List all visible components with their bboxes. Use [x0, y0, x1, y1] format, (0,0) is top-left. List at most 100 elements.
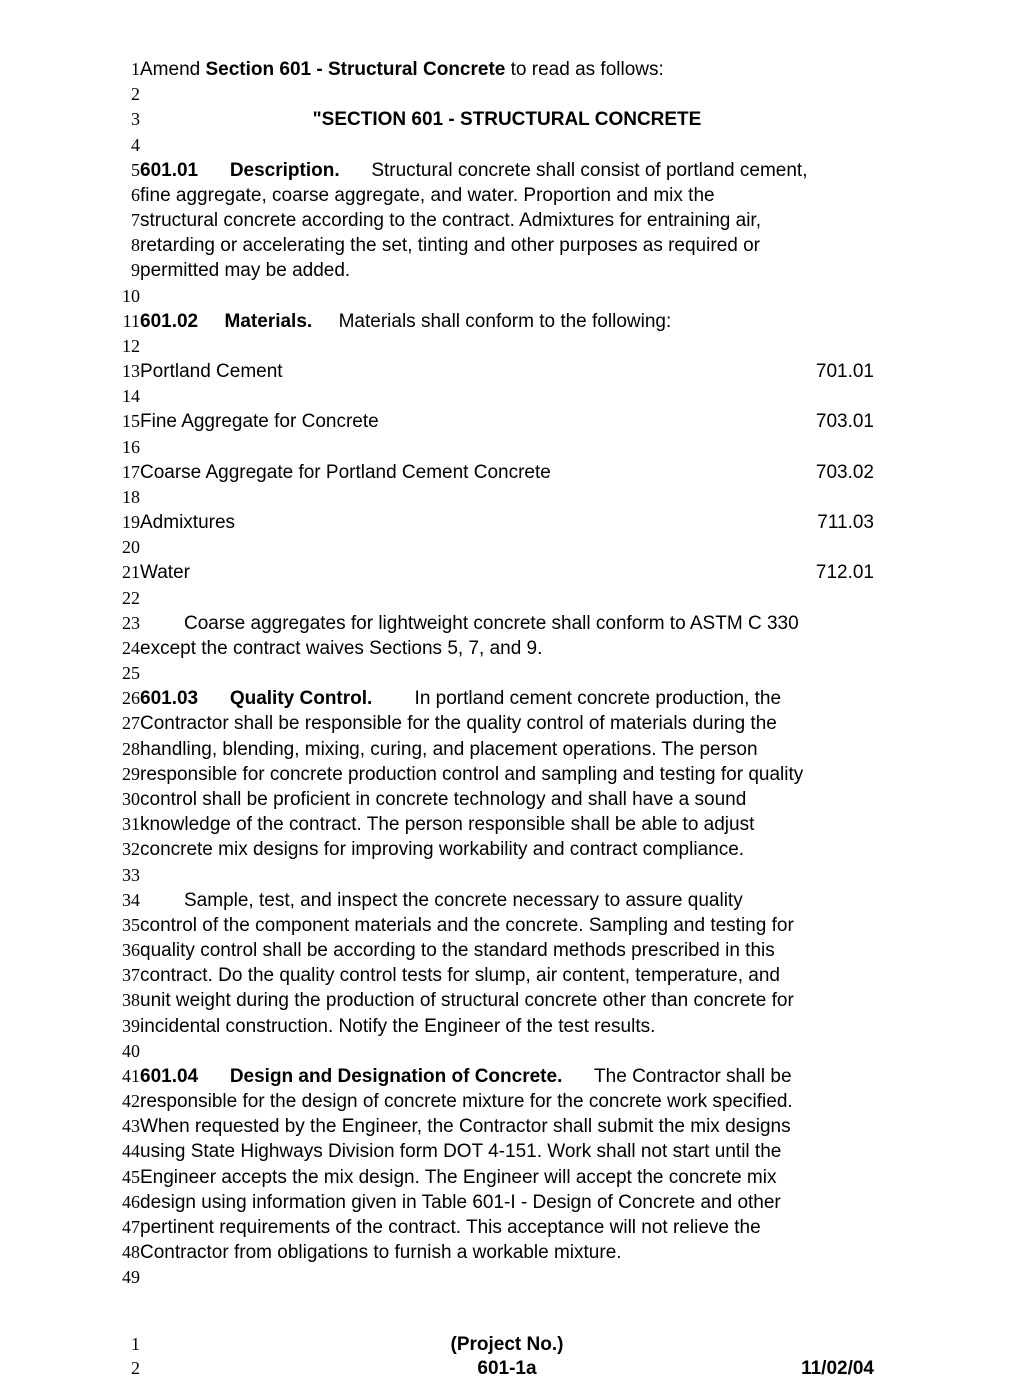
line-number: 32	[116, 839, 140, 861]
line-number: 15	[116, 411, 140, 433]
line-46: 46design using information given in Tabl…	[116, 1191, 874, 1214]
footer: 1 (Project No.) 2 601-1a 11/02/04	[116, 1333, 874, 1379]
line-12: 12	[116, 335, 874, 358]
line-29: 29responsible for concrete production co…	[116, 763, 874, 786]
line-number: 38	[116, 990, 140, 1012]
line-15: 15Fine Aggregate for Concrete703.01	[116, 410, 874, 433]
p601-03: 601.03 Quality Control. In portland ceme…	[140, 687, 874, 710]
line-number: 9	[116, 260, 140, 282]
line-number: 3	[116, 109, 140, 131]
line-37: 37contract. Do the quality control tests…	[116, 964, 874, 987]
line-number: 16	[116, 437, 140, 459]
line-number: 26	[116, 688, 140, 710]
line-number: 49	[116, 1267, 140, 1289]
line-34: 34Sample, test, and inspect the concrete…	[116, 889, 874, 912]
line-22: 22	[116, 587, 874, 610]
line-18: 18	[116, 486, 874, 509]
line-number: 19	[116, 512, 140, 534]
line-number: 8	[116, 235, 140, 257]
line-42: 42responsible for the design of concrete…	[116, 1090, 874, 1113]
line-number: 39	[116, 1016, 140, 1038]
line-number: 27	[116, 713, 140, 735]
line-33: 33	[116, 864, 874, 887]
line-number: 43	[116, 1116, 140, 1138]
line-24: 24except the contract waives Sections 5,…	[116, 637, 874, 660]
line-7: 7structural concrete according to the co…	[116, 209, 874, 232]
line-number: 7	[116, 210, 140, 232]
line-number: 34	[116, 890, 140, 912]
line-13: 13Portland Cement701.01	[116, 360, 874, 383]
line-9: 9permitted may be added.	[116, 259, 874, 282]
line-39: 39incidental construction. Notify the En…	[116, 1015, 874, 1038]
footer-line-1: 1 (Project No.)	[116, 1333, 874, 1356]
line-number: 31	[116, 814, 140, 836]
material-row: Water712.01	[140, 561, 874, 584]
line-36: 36quality control shall be according to …	[116, 939, 874, 962]
line-35: 35control of the component materials and…	[116, 914, 874, 937]
line-30: 30control shall be proficient in concret…	[116, 788, 874, 811]
p601-01: 601.01 Description. Structural concrete …	[140, 159, 874, 182]
line-number: 48	[116, 1242, 140, 1264]
line-31: 31knowledge of the contract. The person …	[116, 813, 874, 836]
line-19: 19Admixtures711.03	[116, 511, 874, 534]
line-47: 47pertinent requirements of the contract…	[116, 1216, 874, 1239]
line-14: 14	[116, 385, 874, 408]
line-40: 40	[116, 1040, 874, 1063]
opening-text: Amend Section 601 - Structural Concrete …	[140, 58, 874, 81]
line-43: 43When requested by the Engineer, the Co…	[116, 1115, 874, 1138]
line-number: 47	[116, 1217, 140, 1239]
line-11: 11 601.02 Materials. Materials shall con…	[116, 310, 874, 333]
line-6: 6fine aggregate, coarse aggregate, and w…	[116, 184, 874, 207]
line-number: 30	[116, 789, 140, 811]
line-number: 44	[116, 1141, 140, 1163]
line-number: 40	[116, 1041, 140, 1063]
line-1: 1 Amend Section 601 - Structural Concret…	[116, 58, 874, 81]
line-number: 29	[116, 764, 140, 786]
line-25: 25	[116, 662, 874, 685]
material-row: Admixtures711.03	[140, 511, 874, 534]
line-number: 17	[116, 462, 140, 484]
line-38: 38unit weight during the production of s…	[116, 989, 874, 1012]
line-number: 5	[116, 160, 140, 182]
line-number: 22	[116, 588, 140, 610]
line-number: 18	[116, 487, 140, 509]
line-number: 10	[116, 286, 140, 308]
section-title: "SECTION 601 - STRUCTURAL CONCRETE	[140, 108, 874, 131]
line-number: 21	[116, 562, 140, 584]
line-number: 6	[116, 185, 140, 207]
line-number: 37	[116, 965, 140, 987]
page-number: 601-1a	[140, 1357, 874, 1380]
line-26: 26 601.03 Quality Control. In portland c…	[116, 687, 874, 710]
line-number: 13	[116, 361, 140, 383]
material-row: Fine Aggregate for Concrete703.01	[140, 410, 874, 433]
material-row: Coarse Aggregate for Portland Cement Con…	[140, 461, 874, 484]
line-number: 2	[116, 84, 140, 106]
line-10: 10	[116, 285, 874, 308]
line-27: 27Contractor shall be responsible for th…	[116, 712, 874, 735]
line-number: 2	[116, 1358, 140, 1380]
material-row: Portland Cement701.01	[140, 360, 874, 383]
line-8: 8retarding or accelerating the set, tint…	[116, 234, 874, 257]
footer-date: 11/02/04	[801, 1357, 874, 1380]
line-5: 5 601.01 Description. Structural concret…	[116, 159, 874, 182]
line-number: 35	[116, 915, 140, 937]
line-2: 2	[116, 83, 874, 106]
line-number: 25	[116, 663, 140, 685]
line-28: 28handling, blending, mixing, curing, an…	[116, 738, 874, 761]
line-49: 49	[116, 1266, 874, 1289]
line-number: 41	[116, 1066, 140, 1088]
line-16: 16	[116, 436, 874, 459]
line-41: 41 601.04 Design and Designation of Conc…	[116, 1065, 874, 1088]
line-3: 3 "SECTION 601 - STRUCTURAL CONCRETE	[116, 108, 874, 131]
line-number: 14	[116, 386, 140, 408]
project-number: (Project No.)	[140, 1333, 874, 1356]
line-21: 21Water712.01	[116, 561, 874, 584]
line-number: 23	[116, 613, 140, 635]
line-number: 42	[116, 1091, 140, 1113]
line-number: 45	[116, 1167, 140, 1189]
line-number: 20	[116, 537, 140, 559]
line-20: 20	[116, 536, 874, 559]
footer-line-2: 2 601-1a 11/02/04	[116, 1357, 874, 1380]
line-number: 1	[116, 1334, 140, 1356]
line-number: 1	[116, 59, 140, 81]
